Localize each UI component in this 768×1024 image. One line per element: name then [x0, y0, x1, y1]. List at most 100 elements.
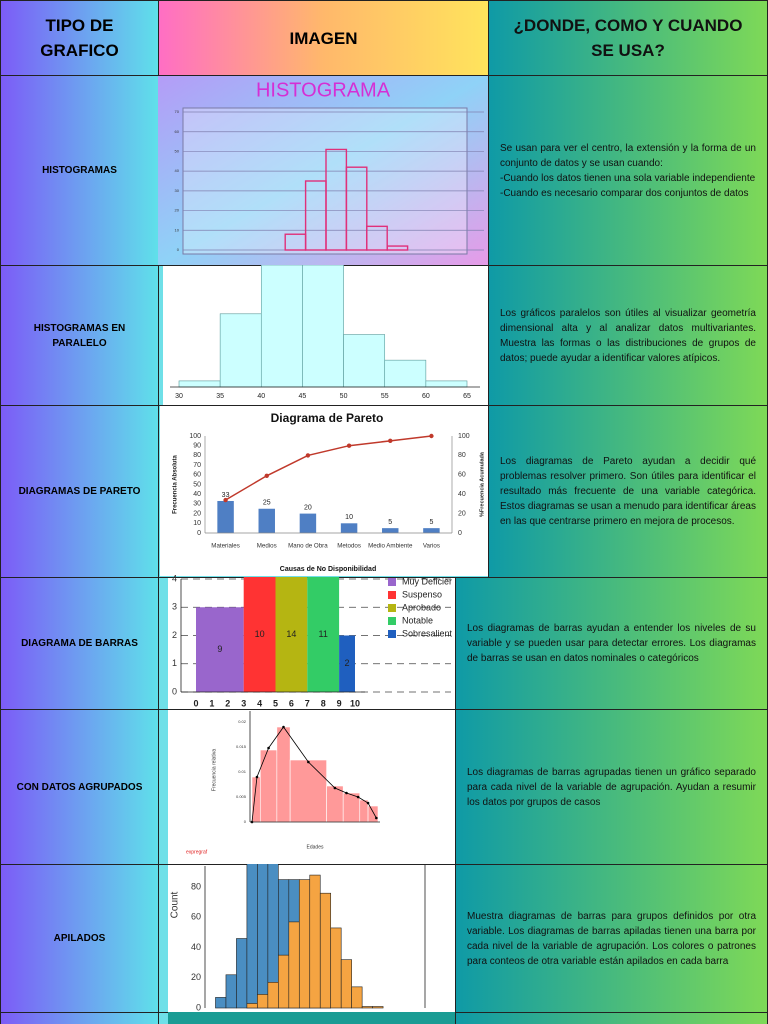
y-tick-label: 0.015: [236, 744, 247, 749]
bar: [257, 994, 269, 1009]
bar: [215, 997, 227, 1009]
line-point: [267, 746, 270, 750]
legend-swatch: [388, 578, 396, 586]
bar: [366, 225, 388, 251]
bar: [260, 265, 303, 388]
bar: [257, 864, 269, 1009]
line: [225, 435, 432, 501]
bar-label: 33: [222, 492, 230, 499]
x-tick-label: 40: [257, 393, 265, 400]
line-point: [255, 775, 259, 779]
y-tick-label: 0: [172, 686, 177, 696]
x-tick-label: 10: [350, 698, 360, 708]
description: Se usan para ver el centro, la extensión…: [488, 75, 768, 266]
image-title: Diagrama de Pareto: [271, 411, 384, 425]
bar: [288, 921, 300, 1009]
plot: [217, 433, 440, 533]
bar: [340, 959, 352, 1009]
x-tick-label: 45: [299, 393, 307, 400]
x-tick-label: 8: [321, 698, 326, 708]
plot: [215, 864, 384, 1009]
description: Muestra diagramas de barras para grupos …: [455, 864, 768, 1013]
bar-label: 10: [255, 629, 265, 639]
bar-label: 20: [304, 504, 312, 511]
x-tick-label: 60: [422, 393, 430, 400]
x-tick-label: 55: [381, 393, 389, 400]
plot: [183, 111, 484, 251]
y2-tick-label: 100: [458, 433, 470, 440]
y2-tick-label: 0: [458, 530, 462, 537]
y2-tick-label: 60: [458, 472, 466, 479]
bar: [345, 166, 368, 251]
bar-label: 11: [319, 629, 328, 639]
legend-label: Aprobado: [402, 602, 441, 612]
y2-tick-label: 40: [458, 491, 466, 498]
bar: [382, 528, 399, 533]
chart-type: HISTOGRAMAS: [0, 75, 159, 266]
y-tick-label: 60: [191, 912, 201, 922]
x-tick-label: 1: [209, 698, 214, 708]
y-tick-label: 70: [193, 462, 201, 469]
chart-type: DIAGRAMA DE BARRAS: [0, 577, 159, 710]
y-tick-label: 50: [193, 481, 201, 488]
bar-label: 10: [345, 514, 353, 521]
bar: [302, 265, 344, 388]
line: [251, 726, 377, 823]
note: expregraf: [186, 849, 208, 855]
bar: [236, 938, 248, 1009]
bar-label: 5: [388, 519, 392, 526]
line-point: [223, 497, 228, 503]
x-tick-label: 35: [216, 393, 224, 400]
line-point: [282, 725, 285, 729]
x-tick-label: 30: [175, 393, 183, 400]
y-tick-label: 0.02: [238, 719, 247, 724]
y-tick-label: 100: [189, 433, 201, 440]
bar-label: 9: [217, 644, 222, 654]
x-tick-label: 0: [193, 698, 198, 708]
bar: [275, 577, 308, 692]
bar: [298, 879, 311, 1009]
x-tick-label: 5: [273, 698, 278, 708]
x-tick-label: Medio Ambiente: [368, 543, 413, 550]
image-title: HISTOGRAMA: [256, 79, 391, 101]
bar: [178, 380, 221, 388]
y-axis-label: Frecuencia relativa: [211, 749, 217, 791]
bar: [259, 749, 278, 823]
y-tick-label: 20: [191, 972, 201, 982]
line-point: [356, 795, 360, 799]
bar: [307, 577, 340, 692]
y-tick-label: 0: [197, 530, 201, 537]
y-tick-label: 0.01: [238, 769, 247, 774]
x-tick-label: 7: [305, 698, 310, 708]
y-axis-label: Frecuencia Absoluta: [173, 454, 179, 513]
legend-label: Suspenso: [402, 589, 442, 599]
x-tick-label: 2: [225, 698, 230, 708]
y-tick-label: 40: [193, 491, 201, 498]
image-title: Causas de No Disponibilidad: [280, 566, 376, 573]
line-point: [388, 438, 393, 444]
bar-label: 14: [286, 629, 296, 639]
bar: [258, 508, 275, 533]
y-tick-label: 0: [196, 1002, 201, 1012]
y-tick-label: 3: [172, 602, 177, 612]
bar: [246, 864, 258, 1009]
line-point: [375, 816, 378, 820]
bar: [243, 577, 276, 692]
line-point: [333, 786, 337, 790]
x-tick-label: Metodos: [337, 543, 361, 550]
bar: [326, 785, 344, 823]
bar: [225, 974, 237, 1009]
x-tick-label: Materiales: [211, 543, 240, 550]
bar: [289, 759, 327, 823]
bar: [246, 1003, 258, 1009]
y-tick-label: 0.005: [236, 794, 247, 799]
bar: [219, 313, 262, 388]
y-axis-label: Count: [170, 891, 181, 918]
line-point: [366, 801, 370, 805]
line-point: [429, 433, 434, 439]
y-tick-label: 50: [175, 148, 180, 153]
bar: [330, 927, 342, 1009]
bar: [423, 528, 440, 533]
x-tick-label: 6: [289, 698, 294, 708]
